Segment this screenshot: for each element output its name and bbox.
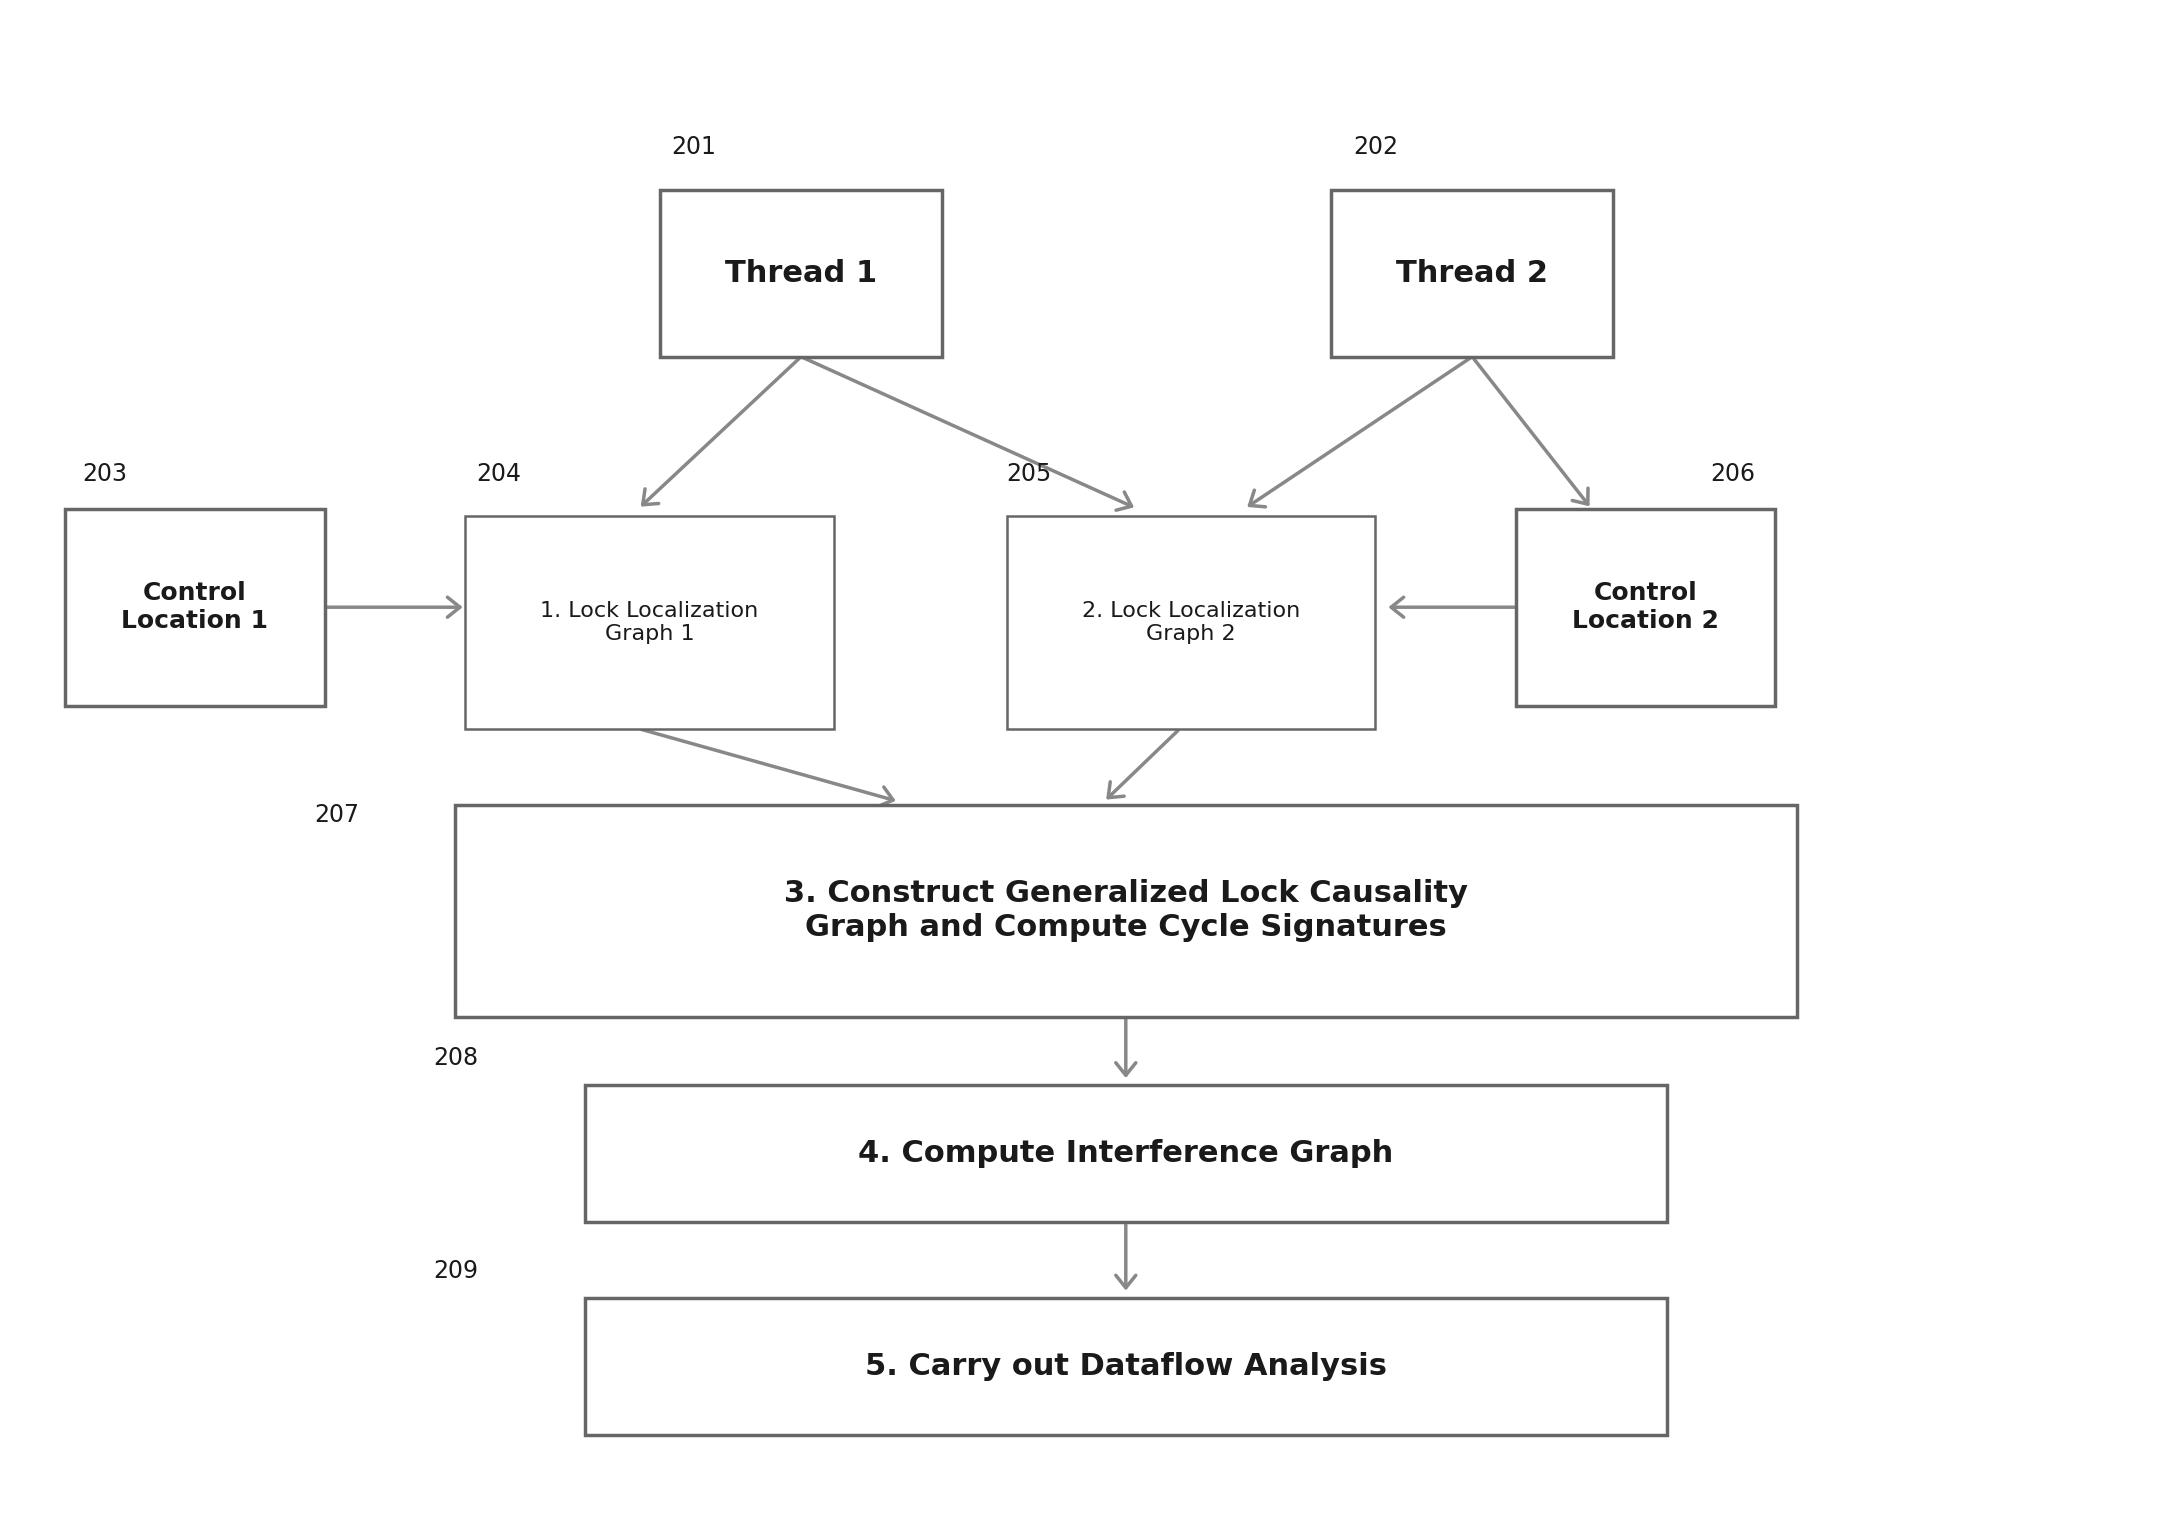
Text: 203: 203 xyxy=(82,461,128,486)
Text: 201: 201 xyxy=(671,135,717,159)
FancyBboxPatch shape xyxy=(465,516,834,729)
FancyArrowPatch shape xyxy=(643,358,799,505)
FancyArrowPatch shape xyxy=(803,358,1132,510)
FancyArrowPatch shape xyxy=(1115,1225,1137,1287)
Text: 202: 202 xyxy=(1353,135,1399,159)
FancyArrowPatch shape xyxy=(1249,358,1470,507)
Text: 206: 206 xyxy=(1710,461,1756,486)
Text: 205: 205 xyxy=(1007,461,1052,486)
Text: 4. Compute Interference Graph: 4. Compute Interference Graph xyxy=(857,1138,1394,1169)
Text: 208: 208 xyxy=(433,1046,478,1070)
Text: 1. Lock Localization
Graph 1: 1. Lock Localization Graph 1 xyxy=(541,601,758,644)
FancyBboxPatch shape xyxy=(1516,509,1775,706)
FancyArrowPatch shape xyxy=(1108,730,1178,797)
Text: 204: 204 xyxy=(476,461,522,486)
FancyBboxPatch shape xyxy=(585,1298,1667,1435)
FancyArrowPatch shape xyxy=(327,597,459,618)
FancyBboxPatch shape xyxy=(455,805,1797,1017)
FancyArrowPatch shape xyxy=(1474,358,1587,504)
FancyBboxPatch shape xyxy=(1331,190,1613,357)
Text: Thread 2: Thread 2 xyxy=(1396,258,1548,288)
FancyArrowPatch shape xyxy=(1392,597,1773,618)
Text: Control
Location 1: Control Location 1 xyxy=(121,581,268,633)
FancyBboxPatch shape xyxy=(1007,516,1375,729)
FancyBboxPatch shape xyxy=(660,190,942,357)
Text: 207: 207 xyxy=(314,803,359,827)
FancyArrowPatch shape xyxy=(641,729,894,806)
Text: Thread 1: Thread 1 xyxy=(725,258,877,288)
Text: 2. Lock Localization
Graph 2: 2. Lock Localization Graph 2 xyxy=(1082,601,1299,644)
Text: 209: 209 xyxy=(433,1258,478,1283)
Text: 5. Carry out Dataflow Analysis: 5. Carry out Dataflow Analysis xyxy=(864,1351,1388,1381)
Text: Control
Location 2: Control Location 2 xyxy=(1572,581,1719,633)
Text: 3. Construct Generalized Lock Causality
Graph and Compute Cycle Signatures: 3. Construct Generalized Lock Causality … xyxy=(784,879,1468,943)
FancyArrowPatch shape xyxy=(1115,1016,1137,1075)
FancyBboxPatch shape xyxy=(585,1085,1667,1222)
FancyBboxPatch shape xyxy=(65,509,325,706)
